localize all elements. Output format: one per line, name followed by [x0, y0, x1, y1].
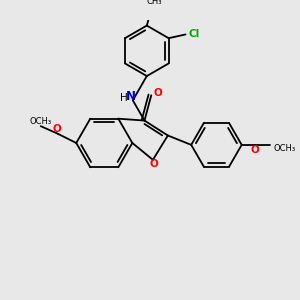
- Text: Cl: Cl: [188, 28, 200, 38]
- Text: O: O: [149, 160, 158, 170]
- Text: OCH₃: OCH₃: [274, 144, 296, 153]
- Text: OCH₃: OCH₃: [30, 117, 52, 126]
- Text: O: O: [52, 124, 61, 134]
- Text: H: H: [120, 94, 127, 103]
- Text: CH₃: CH₃: [146, 0, 162, 6]
- Text: O: O: [153, 88, 162, 98]
- Text: N: N: [126, 90, 136, 103]
- Text: O: O: [250, 145, 259, 154]
